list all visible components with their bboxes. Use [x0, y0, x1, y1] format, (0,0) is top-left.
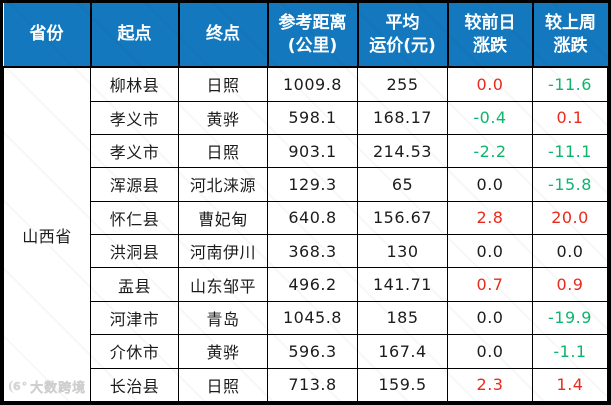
cell-day: -2.2 [447, 133, 533, 169]
cell-week: 20.0 [532, 200, 608, 236]
cell-dest: 黄骅 [178, 334, 268, 369]
cell-origin: 浑源县 [90, 167, 179, 202]
cell-day: 0.0 [447, 334, 533, 369]
cell-distance: 640.8 [267, 200, 358, 236]
header-line: 省份 [29, 24, 64, 45]
header-line: 运价(元) [369, 35, 436, 56]
cell-origin: 怀仁县 [90, 200, 179, 236]
header-row: 省份 起点 终点 参考距离 (公里) 平均 运价(元) 较前日 涨跌 较上周 涨跌 [3, 3, 608, 68]
cell-distance: 129.3 [267, 167, 358, 202]
province-cell: 山西省 [3, 66, 91, 402]
cell-origin: 介休市 [90, 334, 179, 369]
cell-price: 214.53 [357, 133, 448, 169]
header-line: 参考距离 [278, 12, 347, 33]
cell-price: 255 [357, 66, 448, 102]
cell-week: -19.9 [532, 300, 608, 336]
cell-week: -15.8 [532, 167, 608, 202]
cell-dest: 青岛 [178, 300, 268, 336]
header-col-1: 起点 [89, 3, 179, 68]
cell-distance: 496.2 [267, 267, 358, 302]
cell-price: 167.4 [357, 334, 448, 369]
cell-distance: 1045.8 [267, 300, 358, 336]
cell-week: 0.9 [532, 267, 608, 302]
header-col-4: 平均 运价(元) [356, 3, 448, 68]
cell-day: 0.0 [447, 234, 533, 269]
table-row: 洪洞县 河南伊川 368.3 130 0.0 0.0 [4, 234, 608, 269]
cell-dest: 日照 [178, 367, 268, 402]
cell-distance: 713.8 [267, 367, 358, 402]
header-line: 较上周 [545, 12, 596, 33]
table-row: 孝义市 黄骅 598.1 168.17 -0.4 0.1 [4, 100, 608, 135]
cell-day: 0.0 [447, 300, 533, 336]
cell-day: -0.4 [447, 100, 533, 135]
cell-distance: 596.3 [267, 334, 358, 369]
cell-price: 159.5 [357, 367, 448, 402]
table-row: 河津市 青岛 1045.8 185 0.0 -19.9 [4, 300, 608, 336]
cell-day: 2.8 [447, 200, 533, 236]
header-line: 涨跌 [553, 35, 588, 56]
header-line: 起点 [117, 24, 152, 45]
cell-origin: 柳林县 [90, 66, 179, 102]
cell-day: 0.7 [447, 267, 533, 302]
table-row: 长治县 日照 713.8 159.5 2.3 1.4 [4, 367, 608, 402]
cell-price: 185 [357, 300, 448, 336]
header-line: (公里) [287, 35, 338, 56]
cell-week: -1.1 [532, 334, 608, 369]
data-table: 省份 起点 终点 参考距离 (公里) 平均 运价(元) 较前日 涨跌 较上周 涨跌 山西省 柳林县 日照… [3, 3, 608, 402]
cell-origin: 盂县 [90, 267, 179, 302]
cell-origin: 长治县 [90, 367, 179, 402]
cell-distance: 903.1 [267, 133, 358, 169]
cell-day: 2.3 [447, 367, 533, 402]
cell-origin: 洪洞县 [90, 234, 179, 269]
table-row: 介休市 黄骅 596.3 167.4 0.0 -1.1 [4, 334, 608, 369]
cell-dest: 日照 [178, 66, 268, 102]
table-row: 孝义市 日照 903.1 214.53 -2.2 -11.1 [4, 133, 608, 169]
table-row: 怀仁县 曹妃甸 640.8 156.67 2.8 20.0 [4, 200, 608, 236]
cell-week: -11.6 [532, 66, 608, 102]
header-line: 终点 [206, 24, 240, 45]
cell-price: 141.71 [357, 267, 448, 302]
header-col-3: 参考距离 (公里) [266, 3, 358, 68]
header-line: 较前日 [464, 12, 516, 33]
cell-price: 130 [357, 234, 448, 269]
cell-price: 65 [357, 167, 448, 202]
header-line: 涨跌 [473, 35, 507, 56]
table-row: 盂县 山东邹平 496.2 141.71 0.7 0.9 [4, 267, 608, 302]
cell-week: 0.1 [532, 100, 608, 135]
table-row: 浑源县 河北涞源 129.3 65 0.0 -15.8 [4, 167, 608, 202]
cell-price: 168.17 [357, 100, 448, 135]
cell-dest: 山东邹平 [178, 267, 268, 302]
cell-distance: 598.1 [267, 100, 358, 135]
cell-week: 0.0 [532, 234, 608, 269]
cell-dest: 河南伊川 [178, 234, 268, 269]
cell-dest: 日照 [178, 133, 268, 169]
cell-dest: 曹妃甸 [178, 200, 268, 236]
header-col-6: 较上周 涨跌 [531, 3, 608, 68]
cell-dest: 黄骅 [178, 100, 268, 135]
cell-week: -11.1 [532, 133, 608, 169]
header-col-0: 省份 [3, 3, 91, 68]
cell-origin: 河津市 [90, 300, 179, 336]
cell-distance: 368.3 [267, 234, 358, 269]
header-line: 平均 [385, 12, 420, 33]
cell-origin: 孝义市 [90, 100, 179, 135]
cell-day: 0.0 [447, 66, 533, 102]
cell-origin: 孝义市 [90, 133, 179, 169]
table-row: 山西省 柳林县 日照 1009.8 255 0.0 -11.6 [3, 66, 608, 402]
table-body: 山西省 柳林县 日照 1009.8 255 0.0 -11.6 孝义市 黄骅 598.1 168.1… [3, 66, 608, 402]
cell-week: 1.4 [532, 367, 608, 402]
header-col-2: 终点 [177, 3, 268, 68]
cell-dest: 河北涞源 [178, 167, 268, 202]
header-col-5: 较前日 涨跌 [446, 3, 533, 68]
cell-price: 156.67 [357, 200, 448, 236]
cell-day: 0.0 [447, 167, 533, 202]
cell-distance: 1009.8 [267, 66, 358, 102]
